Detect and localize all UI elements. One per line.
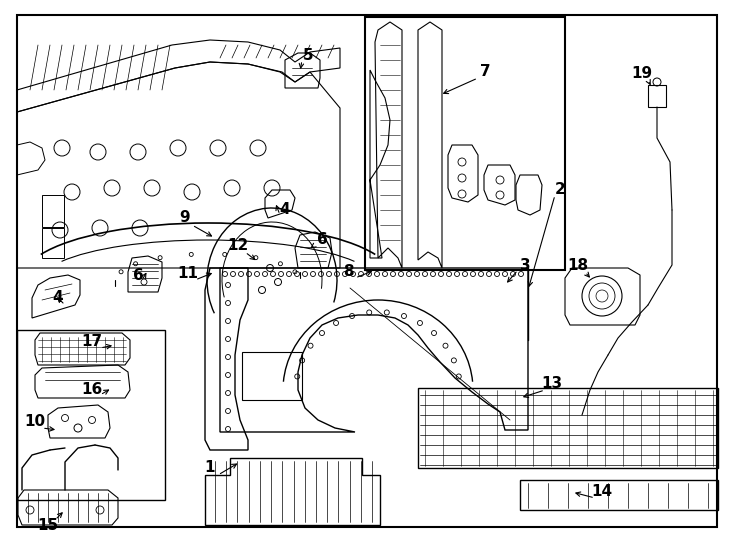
Bar (42, 195, 64, 227)
Bar (648, 85, 666, 107)
Text: 13: 13 (542, 376, 562, 392)
Text: 1: 1 (205, 461, 215, 476)
Text: 18: 18 (567, 259, 589, 273)
Text: 12: 12 (228, 239, 249, 253)
Bar (242, 352, 302, 400)
Bar (17, 330, 165, 500)
Text: 7: 7 (480, 64, 490, 79)
Text: 4: 4 (280, 202, 291, 218)
Text: 17: 17 (81, 334, 103, 349)
Bar (365, 17, 565, 270)
Text: 9: 9 (180, 211, 190, 226)
Text: 19: 19 (631, 66, 653, 82)
Text: 3: 3 (520, 258, 530, 273)
Text: 2: 2 (555, 183, 565, 198)
Text: 14: 14 (592, 484, 613, 500)
Text: 5: 5 (302, 48, 313, 63)
Text: 16: 16 (81, 382, 103, 397)
Text: 8: 8 (343, 265, 353, 280)
Text: 15: 15 (37, 518, 59, 534)
Bar (42, 228, 64, 258)
Text: 11: 11 (178, 267, 198, 281)
Text: 6: 6 (133, 267, 143, 282)
Text: 4: 4 (53, 291, 63, 306)
Text: 6: 6 (316, 233, 327, 247)
Text: 10: 10 (24, 415, 46, 429)
